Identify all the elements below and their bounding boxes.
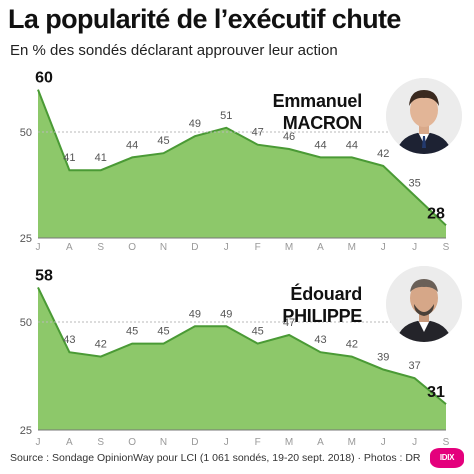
x-tick-label: M (285, 437, 293, 448)
x-tick-label: J (412, 437, 417, 448)
data-label: 58 (35, 267, 53, 284)
philippe-name-label: Édouard PHILIPPE (282, 283, 362, 327)
x-tick-label: O (128, 242, 136, 253)
x-tick-label: J (381, 437, 386, 448)
x-tick-label: S (443, 437, 450, 448)
data-label: 46 (283, 131, 295, 143)
data-label: 60 (35, 70, 53, 87)
macron-first-name: Emmanuel (272, 91, 363, 111)
data-label: 45 (126, 326, 138, 338)
area-fill (38, 89, 446, 238)
x-tick-label: J (224, 437, 229, 448)
x-tick-label: O (128, 437, 136, 448)
series-line (37, 89, 447, 227)
macron-chart: 25 50 J A S O N D J F M A M J J S 60 41 41 44 45 49 51 47 46 44 44… (20, 70, 450, 253)
x-tick-label: A (317, 242, 324, 253)
data-label: 47 (252, 127, 264, 139)
x-tick-label: D (191, 242, 198, 253)
data-label: 43 (63, 334, 75, 346)
data-label: 49 (220, 308, 232, 320)
data-label: 39 (377, 352, 389, 364)
data-label: 44 (126, 139, 138, 151)
data-label: 31 (427, 384, 445, 401)
data-label: 35 (408, 178, 420, 190)
data-label: 41 (95, 152, 107, 164)
x-tick-label: D (191, 437, 198, 448)
x-tick-label: M (348, 242, 356, 253)
x-tick-label: A (66, 242, 73, 253)
x-tick-label: M (285, 242, 293, 253)
x-tick-label: J (224, 242, 229, 253)
source-note: Source : Sondage OpinionWay pour LCI (1 … (10, 452, 421, 464)
philippe-last-name: PHILIPPE (282, 306, 362, 326)
area-fill (38, 287, 446, 430)
data-label: 44 (314, 139, 326, 151)
x-tick-label: S (97, 242, 104, 253)
x-tick-label: F (255, 242, 261, 253)
data-label: 42 (377, 148, 389, 160)
macron-name-label: Emmanuel MACRON (272, 90, 363, 134)
data-label: 45 (157, 326, 169, 338)
data-label: 49 (189, 118, 201, 130)
philippe-photo-avatar (386, 266, 462, 342)
data-label: 49 (189, 308, 201, 320)
x-tick-label: A (66, 437, 73, 448)
data-label: 42 (95, 339, 107, 351)
person-portrait-icon (386, 266, 462, 342)
y-tick-label: 50 (20, 317, 32, 329)
x-tick-label: S (97, 437, 104, 448)
person-portrait-icon (386, 78, 462, 154)
data-label: 37 (408, 360, 420, 372)
chart-title: La popularité de l’exécutif chute (8, 4, 401, 34)
y-tick-label: 25 (20, 233, 32, 245)
x-tick-label: J (412, 242, 417, 253)
x-tick-label: F (255, 437, 261, 448)
y-tick-label: 25 (20, 425, 32, 437)
data-label: 42 (346, 339, 358, 351)
x-tick-label: J (36, 242, 41, 253)
philippe-first-name: Édouard (290, 284, 362, 304)
y-tick-label: 50 (20, 127, 32, 139)
x-tick-label: N (160, 242, 167, 253)
x-tick-label: M (348, 437, 356, 448)
x-tick-label: J (36, 437, 41, 448)
data-label: 41 (63, 152, 75, 164)
macron-photo-avatar (386, 78, 462, 154)
data-label: 47 (283, 317, 295, 329)
macron-last-name: MACRON (282, 113, 363, 133)
data-label: 44 (346, 139, 358, 151)
chart-subtitle: En % des sondés déclarant approuver leur… (10, 42, 338, 59)
data-label: 28 (427, 205, 445, 222)
data-label: 45 (157, 135, 169, 147)
data-label: 45 (252, 326, 264, 338)
data-label: 51 (220, 110, 232, 122)
x-tick-label: N (160, 437, 167, 448)
philippe-chart: 25 50 J A S O N D J F M A M J J S 58 43 42 45 45 49 49 45 47 43 42… (20, 267, 450, 448)
x-tick-label: A (317, 437, 324, 448)
series-line (37, 286, 447, 405)
data-label: 43 (314, 334, 326, 346)
x-tick-label: S (443, 242, 450, 253)
x-tick-label: J (381, 242, 386, 253)
idix-logo: IDIX (430, 448, 464, 468)
